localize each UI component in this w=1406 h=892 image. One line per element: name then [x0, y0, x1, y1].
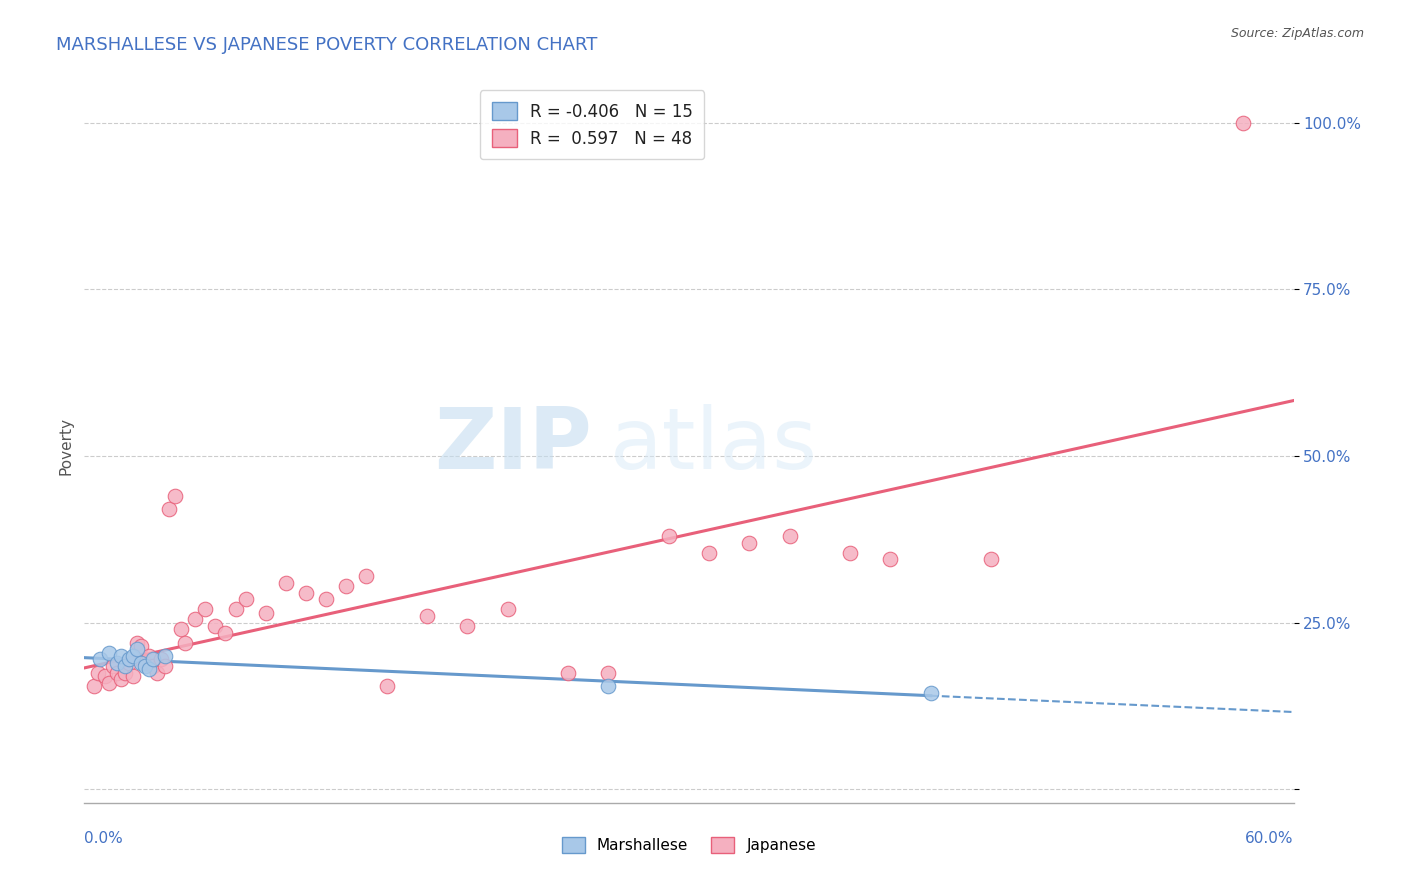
Point — [105, 656, 128, 670]
Point — [375, 679, 398, 693]
Point — [114, 665, 136, 680]
Point — [125, 642, 148, 657]
Point — [315, 592, 337, 607]
Point — [118, 656, 141, 670]
Point — [1232, 115, 1254, 129]
Point — [83, 679, 105, 693]
Point — [879, 552, 901, 566]
Point — [598, 665, 620, 680]
Point — [194, 602, 217, 616]
Point — [335, 579, 357, 593]
Point — [165, 489, 187, 503]
Point — [121, 669, 143, 683]
Point — [170, 623, 193, 637]
Point — [97, 646, 120, 660]
Point — [129, 656, 152, 670]
Point — [134, 656, 156, 670]
Point — [101, 659, 124, 673]
Point — [110, 649, 132, 664]
Point — [125, 636, 148, 650]
Point — [697, 546, 720, 560]
Point — [295, 585, 318, 599]
Point — [658, 529, 681, 543]
Point — [93, 669, 115, 683]
Point — [153, 649, 176, 664]
Point — [134, 659, 156, 673]
Point — [87, 665, 110, 680]
Point — [153, 659, 176, 673]
Text: ZIP: ZIP — [434, 404, 592, 488]
Y-axis label: Poverty: Poverty — [58, 417, 73, 475]
Text: Source: ZipAtlas.com: Source: ZipAtlas.com — [1230, 27, 1364, 40]
Point — [174, 636, 197, 650]
Point — [118, 652, 141, 666]
Point — [204, 619, 226, 633]
Point — [110, 673, 132, 687]
Point — [89, 652, 111, 666]
Point — [738, 535, 761, 549]
Point — [356, 569, 378, 583]
Point — [456, 619, 478, 633]
Text: MARSHALLESE VS JAPANESE POVERTY CORRELATION CHART: MARSHALLESE VS JAPANESE POVERTY CORRELAT… — [56, 36, 598, 54]
Text: 0.0%: 0.0% — [84, 831, 124, 847]
Point — [149, 652, 172, 666]
Point — [496, 602, 519, 616]
Point — [146, 665, 169, 680]
Point — [142, 659, 165, 673]
Point — [129, 639, 152, 653]
Point — [839, 546, 862, 560]
Point — [157, 502, 180, 516]
Point — [225, 602, 247, 616]
Point — [214, 625, 236, 640]
Point — [235, 592, 257, 607]
Point — [121, 649, 143, 664]
Point — [254, 606, 277, 620]
Text: 60.0%: 60.0% — [1246, 831, 1294, 847]
Point — [416, 609, 439, 624]
Point — [598, 679, 620, 693]
Point — [105, 665, 128, 680]
Text: atlas: atlas — [610, 404, 818, 488]
Point — [920, 686, 942, 700]
Point — [184, 612, 207, 626]
Point — [114, 659, 136, 673]
Point — [274, 575, 297, 590]
Point — [138, 662, 160, 676]
Point — [97, 675, 120, 690]
Legend: Marshallese, Japanese: Marshallese, Japanese — [555, 830, 823, 859]
Point — [980, 552, 1002, 566]
Point — [557, 665, 579, 680]
Point — [142, 652, 165, 666]
Point — [138, 649, 160, 664]
Point — [779, 529, 801, 543]
